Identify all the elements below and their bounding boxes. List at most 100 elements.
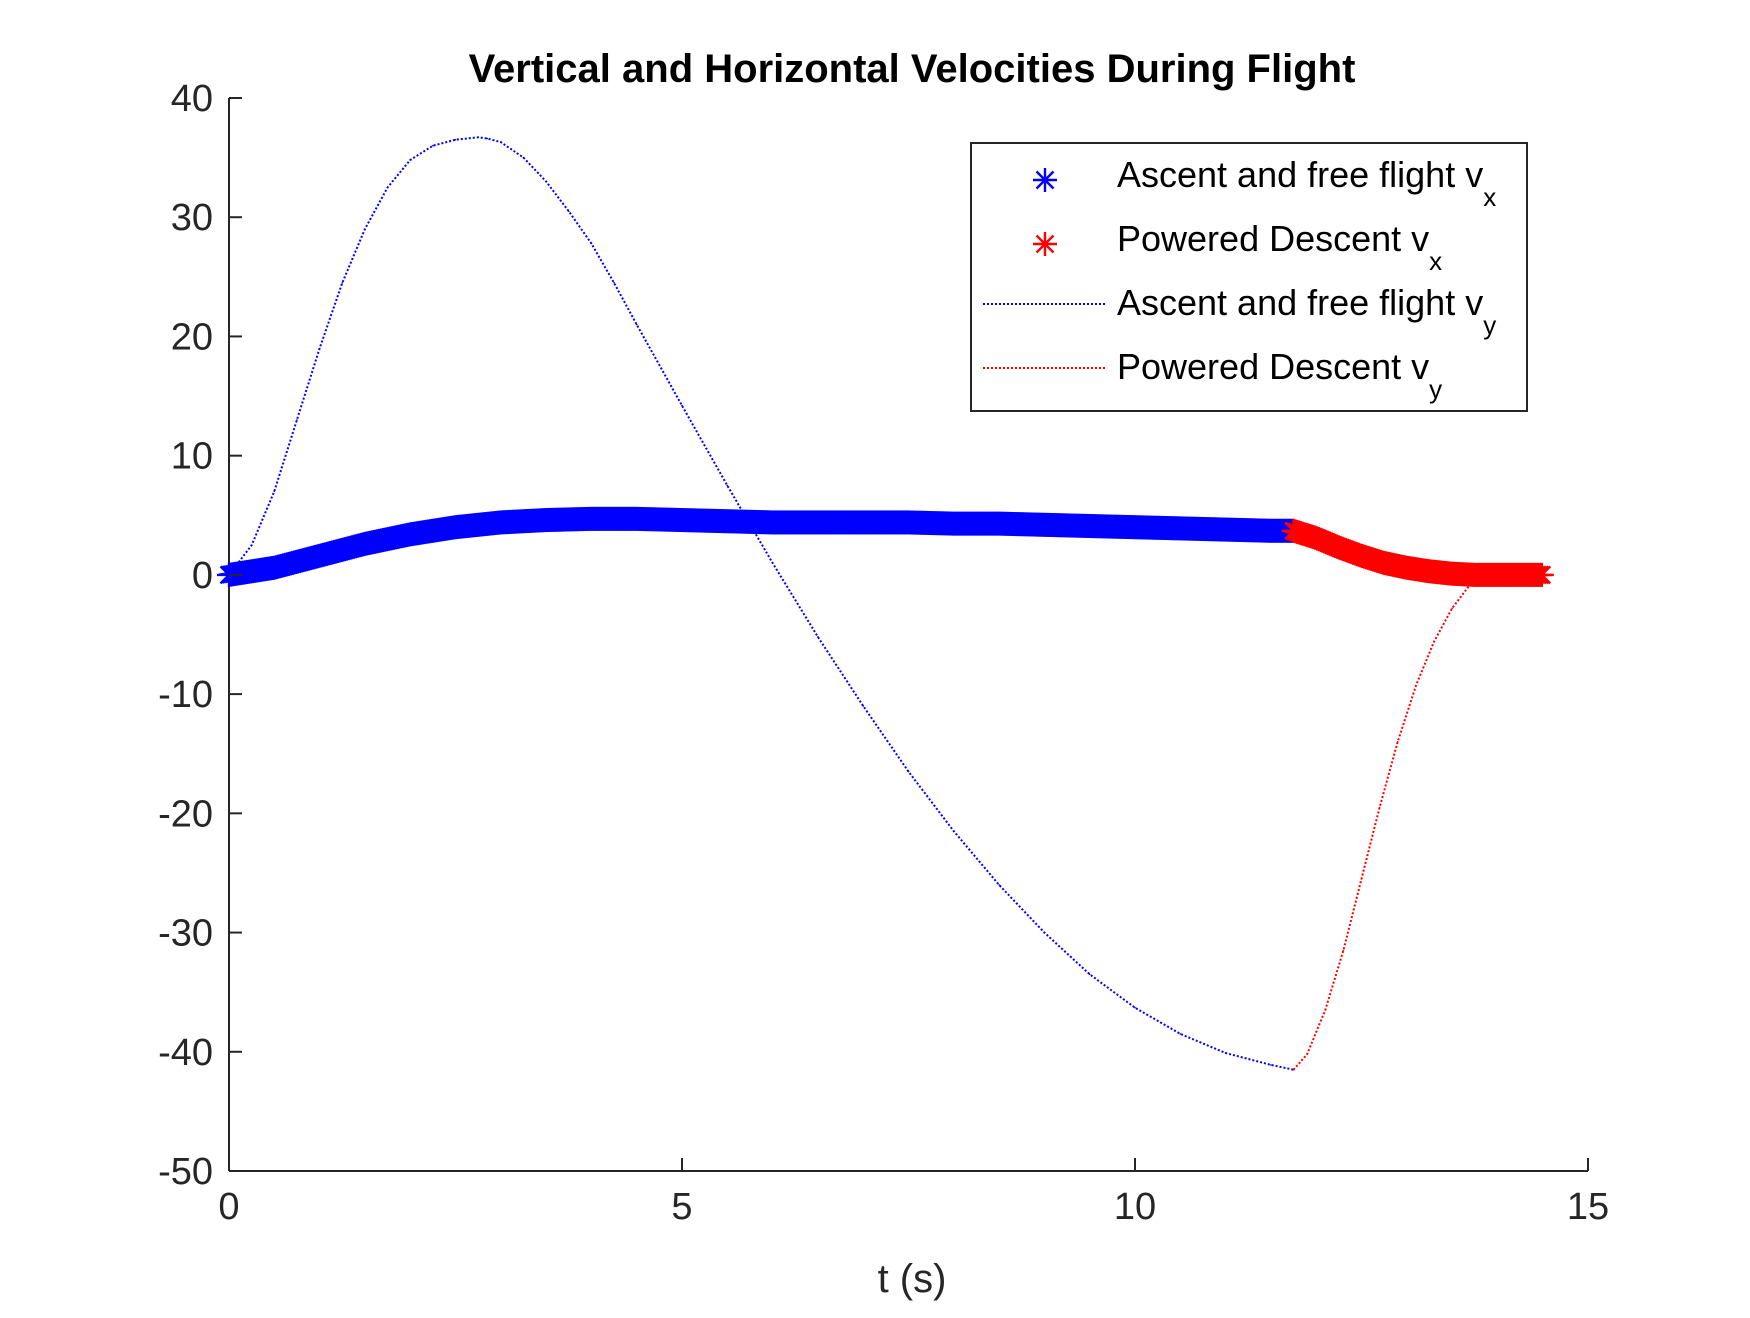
data-point (409, 533, 412, 536)
data-point (1415, 684, 1417, 687)
data-point (1292, 1068, 1295, 1071)
data-point (635, 323, 638, 326)
data-point (1292, 529, 1295, 532)
data-point (1324, 1009, 1327, 1011)
y-tick-label: 30 (171, 197, 213, 239)
data-point (1224, 528, 1227, 531)
data-point (1088, 973, 1091, 976)
data-point (1088, 525, 1091, 527)
data-point (1469, 583, 1472, 586)
data-point (1306, 1053, 1308, 1055)
data-point (296, 419, 298, 421)
data-point (1451, 607, 1453, 610)
data-point (1428, 570, 1431, 573)
data-point (409, 159, 412, 161)
legend-swatch-marker (1033, 232, 1057, 256)
data-point (1043, 931, 1046, 934)
data-point (1378, 806, 1381, 809)
data-point (817, 521, 819, 524)
data-point (273, 566, 276, 569)
data-point (1451, 572, 1453, 575)
data-point (1396, 741, 1399, 743)
data-point (1473, 574, 1476, 576)
data-point (998, 522, 1000, 525)
data-point (318, 555, 321, 557)
data-point (613, 281, 615, 284)
y-tick-label: 40 (171, 78, 213, 120)
data-point (522, 156, 525, 159)
x-tick-label: 10 (1114, 1186, 1156, 1228)
data-point (1270, 1064, 1272, 1066)
plot-area (217, 136, 1554, 1071)
data-point (567, 210, 570, 213)
data-point (545, 180, 547, 183)
data-point (341, 281, 344, 284)
legend-entry-text: Ascent and free flight v (1117, 282, 1483, 323)
legend-swatch-marker (1033, 168, 1057, 192)
data-point (500, 521, 502, 524)
data-point (386, 186, 389, 189)
ticks: 0 5 10 15 40 30 20 10 0 -10 -20 -30 -40 -50 (158, 78, 1609, 1228)
chart-title: Vertical and Horizontal Velocities Durin… (469, 47, 1356, 91)
series-0 (217, 506, 1305, 587)
x-tick-label: 15 (1567, 1186, 1609, 1228)
data-point (273, 490, 276, 493)
data-point (1338, 546, 1340, 549)
data-point (907, 521, 910, 524)
legend-entry-label: Powered Descent vy (1117, 346, 1442, 404)
y-tick-label: 20 (171, 316, 213, 358)
legend-entry-text: Powered Descent v (1117, 346, 1429, 387)
data-point (998, 884, 1000, 886)
data-point (771, 562, 774, 564)
data-point (590, 242, 593, 245)
data-point (1433, 640, 1435, 643)
legend-entry-subscript: y (1429, 374, 1442, 404)
legend-entry-text: Ascent and free flight v (1117, 154, 1483, 195)
data-point (545, 519, 547, 521)
legend-entry-label: Ascent and free flight vy (1117, 282, 1496, 340)
data-point (862, 521, 864, 524)
data-point (486, 137, 489, 140)
data-point (953, 830, 955, 833)
data-point (1043, 524, 1046, 526)
data-point (454, 526, 457, 528)
data-point (681, 404, 683, 407)
data-point (1315, 537, 1317, 539)
legend-entry-label: Ascent and free flight vx (1117, 154, 1496, 212)
data-point (432, 144, 434, 147)
data-point (771, 521, 774, 524)
data-point (1360, 878, 1363, 880)
data-marker (1529, 562, 1554, 587)
data-point (907, 770, 910, 773)
data-point (454, 138, 457, 141)
data-point (1523, 574, 1526, 576)
data-point (318, 347, 321, 350)
data-point (1541, 574, 1544, 576)
data-point (953, 522, 955, 525)
data-point (635, 518, 638, 520)
y-tick-label: -50 (158, 1151, 213, 1193)
data-point (500, 141, 502, 143)
data-point (1360, 555, 1363, 557)
axes (228, 98, 1588, 1172)
series-2 (228, 136, 1295, 1071)
data-point (1383, 562, 1385, 564)
legend-entry-subscript: x (1483, 182, 1496, 212)
legend-entry-subscript: y (1483, 310, 1496, 340)
y-tick-label: -40 (158, 1032, 213, 1074)
x-tick-label: 5 (671, 1186, 692, 1228)
legend-box (970, 142, 1528, 412)
y-tick-label: -30 (158, 913, 213, 955)
data-point (477, 136, 479, 139)
y-tick-label: 10 (171, 436, 213, 478)
data-point (1179, 1033, 1182, 1035)
data-point (1342, 949, 1345, 952)
data-point (681, 519, 683, 521)
data-point (364, 228, 366, 230)
x-tick-label: 0 (218, 1186, 239, 1228)
data-point (1505, 574, 1508, 576)
data-point (1224, 1052, 1227, 1054)
data-point (1487, 574, 1490, 576)
